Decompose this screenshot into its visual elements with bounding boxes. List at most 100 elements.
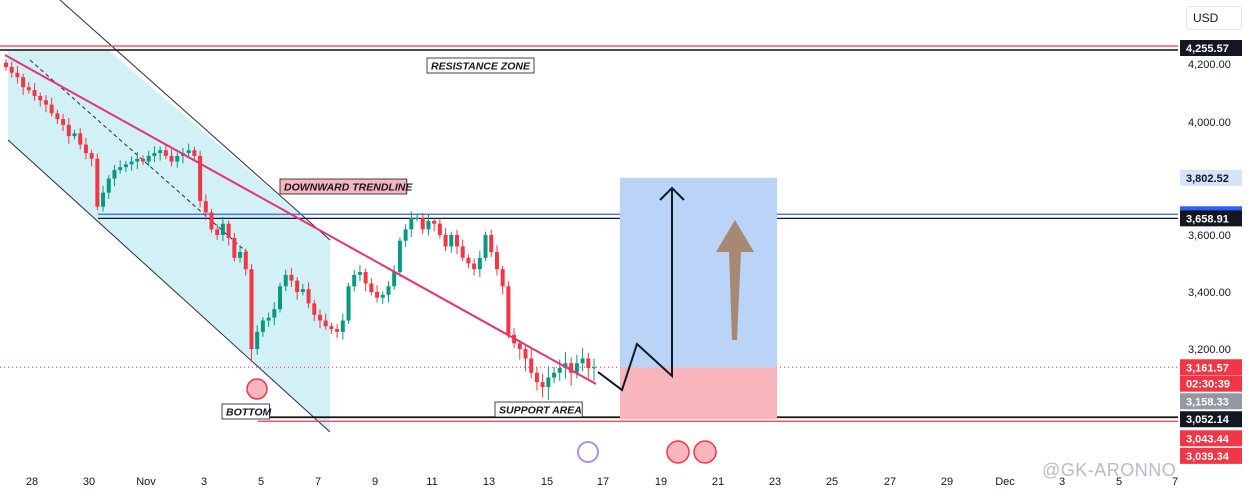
candle-body bbox=[540, 382, 545, 387]
annotation-labels: RESISTANCE ZONE DOWNWARD TRENDLINE BOTTOM S… bbox=[221, 57, 583, 420]
channel-upper-line bbox=[59, 0, 331, 241]
candle-body bbox=[454, 235, 459, 247]
time-tick-label: 5 bbox=[1116, 476, 1122, 488]
candle-body bbox=[340, 320, 345, 332]
candle bbox=[26, 82, 31, 94]
channel-fill bbox=[8, 50, 330, 432]
candle bbox=[306, 282, 311, 309]
event-icons[interactable] bbox=[577, 440, 717, 464]
candle-body bbox=[409, 218, 414, 230]
candle bbox=[15, 65, 20, 84]
candle bbox=[426, 214, 431, 236]
candle bbox=[420, 212, 425, 235]
candle-body bbox=[443, 235, 448, 247]
watermark-text: @GK-ARONNO bbox=[1042, 460, 1177, 480]
candle-body bbox=[249, 269, 254, 349]
price-tag-bg bbox=[1180, 359, 1242, 376]
candle-body bbox=[506, 286, 511, 335]
time-tick-label: 9 bbox=[372, 476, 378, 488]
candle-body bbox=[49, 104, 54, 114]
candle bbox=[255, 325, 260, 355]
candle bbox=[380, 291, 385, 304]
candle-body bbox=[175, 155, 180, 162]
price-tag-text: 3,043.44 bbox=[1186, 433, 1230, 445]
candle-body bbox=[426, 220, 431, 230]
candle-body bbox=[220, 223, 225, 235]
candle bbox=[249, 264, 254, 362]
bottom-marker bbox=[246, 378, 268, 400]
price-axis[interactable]: 4,200.00 4,000.00 3,600.00 3,400.00 3,200.00… bbox=[1180, 40, 1242, 464]
candle bbox=[146, 150, 151, 167]
candle bbox=[9, 61, 14, 78]
price-tag-text: 02:30:39 bbox=[1186, 379, 1230, 391]
candle bbox=[226, 220, 231, 246]
time-tick-label: 7 bbox=[1172, 476, 1178, 488]
candle-body bbox=[186, 150, 191, 154]
candle-body bbox=[32, 90, 37, 96]
candles-layer bbox=[4, 59, 596, 400]
candle-body bbox=[494, 252, 499, 270]
price-tick-label: 3,600.00 bbox=[1188, 230, 1231, 242]
candle-body bbox=[460, 246, 465, 258]
candle-body bbox=[432, 220, 437, 224]
downward-trendline-label-box bbox=[279, 178, 408, 195]
candle bbox=[43, 95, 48, 113]
candle-body bbox=[43, 100, 48, 105]
candle bbox=[220, 216, 225, 242]
candle-body bbox=[203, 201, 208, 213]
candle-body bbox=[369, 283, 374, 292]
candle bbox=[300, 284, 305, 296]
time-axis[interactable]: 28 30 Nov 3 5 7 9 11 13 15 17 19 21 23 25 27 29 Dec 3 5 7 bbox=[26, 476, 1178, 488]
price-tag-bg bbox=[1180, 430, 1242, 447]
candle-body bbox=[89, 153, 94, 159]
candle-body bbox=[323, 320, 328, 327]
candle bbox=[432, 217, 437, 232]
us-flag-event-icon-2 bbox=[693, 440, 717, 464]
time-tick-label: 28 bbox=[26, 476, 38, 488]
candle bbox=[386, 281, 391, 303]
candle-body bbox=[352, 274, 357, 287]
candle bbox=[409, 211, 414, 237]
currency-button[interactable]: USD bbox=[1186, 6, 1242, 30]
candle-body bbox=[397, 240, 402, 273]
candle bbox=[483, 231, 488, 262]
time-tick-label: 21 bbox=[712, 476, 724, 488]
candle bbox=[123, 160, 128, 173]
time-tick-label: Nov bbox=[136, 476, 156, 488]
candle-body bbox=[163, 150, 168, 156]
candle-body bbox=[141, 158, 146, 162]
projection-path bbox=[597, 190, 673, 392]
candle bbox=[357, 265, 362, 282]
candle bbox=[477, 250, 482, 277]
candle-body bbox=[146, 155, 151, 162]
time-tick-label: 5 bbox=[258, 476, 264, 488]
price-tick-label: 3,400.00 bbox=[1188, 287, 1231, 299]
candle-body bbox=[118, 167, 123, 171]
candle-body bbox=[557, 368, 562, 373]
candle bbox=[278, 282, 283, 313]
candle bbox=[38, 92, 43, 107]
candle-body bbox=[158, 150, 163, 154]
candle-body bbox=[437, 223, 442, 235]
candle-body bbox=[335, 329, 340, 332]
candle-body bbox=[152, 153, 157, 156]
candle bbox=[49, 97, 54, 117]
candle bbox=[592, 358, 596, 381]
candle-body bbox=[306, 289, 311, 304]
candle bbox=[89, 149, 94, 167]
candle-body bbox=[477, 257, 482, 270]
candle-body bbox=[83, 144, 88, 154]
candle-body bbox=[169, 155, 174, 162]
candle-body bbox=[61, 119, 66, 125]
candle-body bbox=[232, 237, 237, 258]
price-tick-label: 3,200.00 bbox=[1188, 344, 1231, 356]
candle bbox=[449, 231, 454, 253]
price-tag-bg bbox=[1180, 375, 1242, 392]
candle-body bbox=[317, 314, 322, 321]
time-tick-label: 15 bbox=[541, 476, 553, 488]
price-tick-label: 4,000.00 bbox=[1188, 117, 1231, 129]
price-tag-text: 3,052.14 bbox=[1186, 414, 1230, 426]
projection-arrowhead bbox=[659, 186, 685, 201]
